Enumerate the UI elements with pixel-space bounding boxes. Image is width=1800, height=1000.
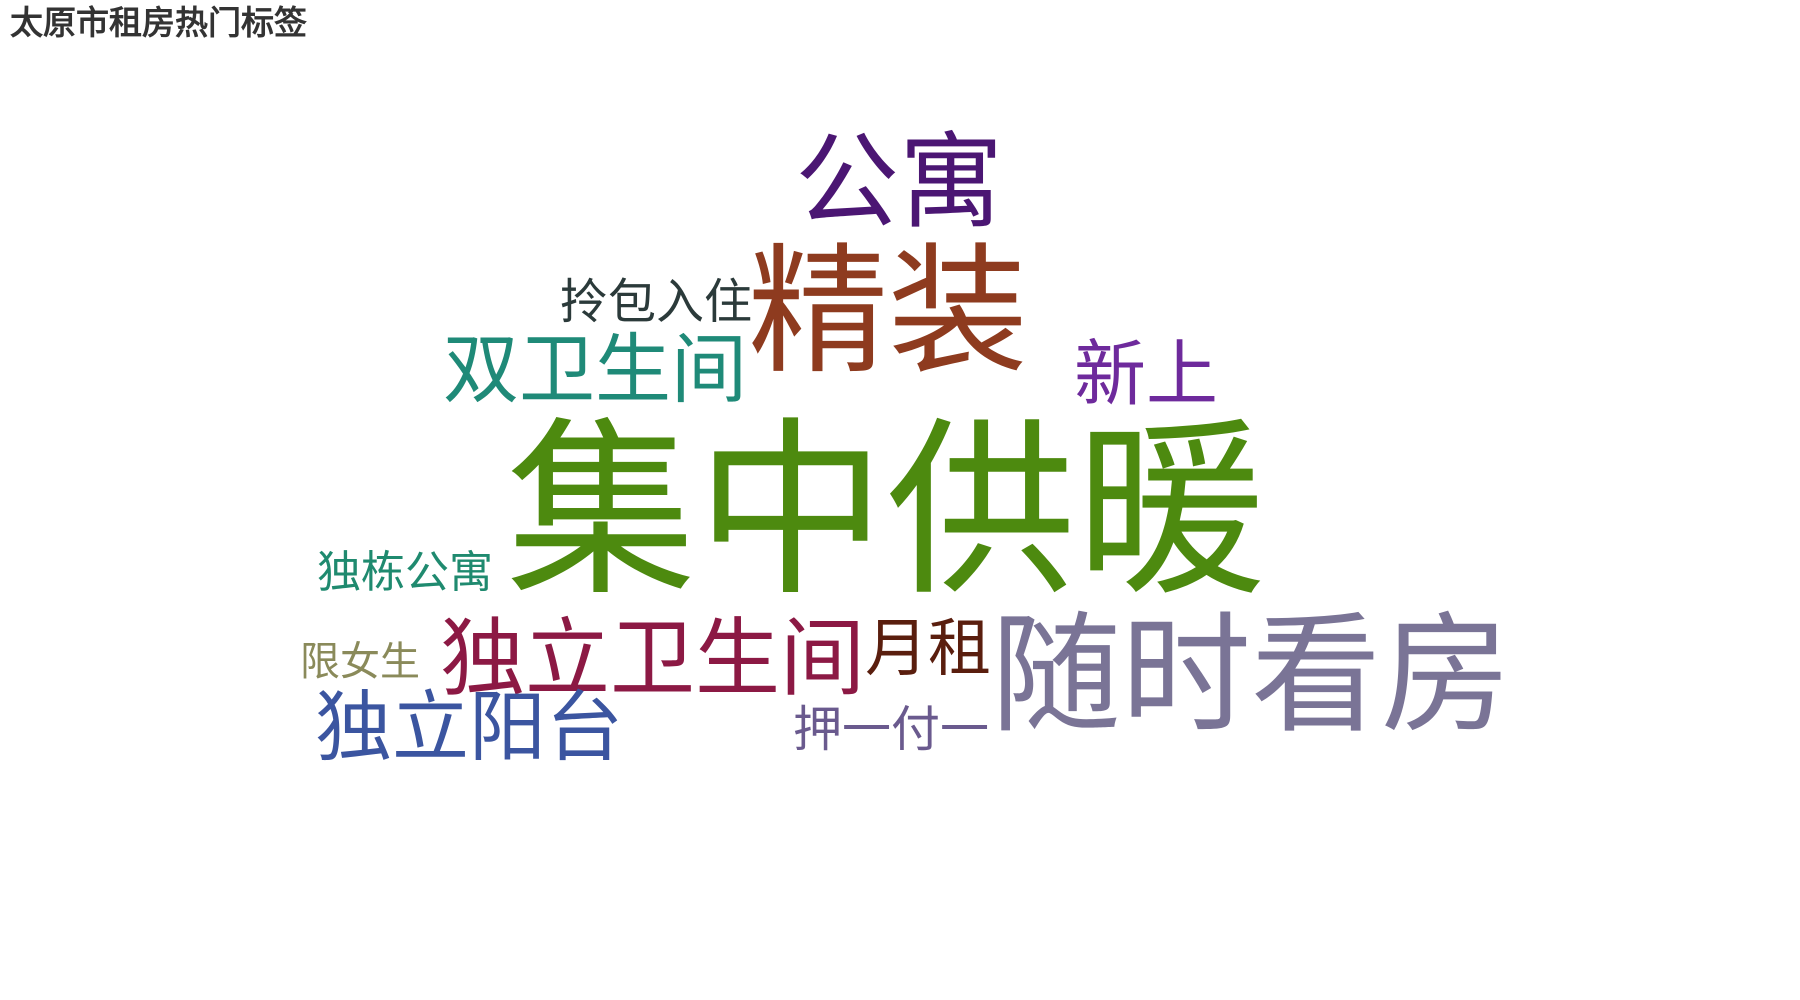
tag-word: 公寓: [795, 121, 1004, 243]
tag-word: 随时看房: [991, 599, 1512, 751]
tag-word: 独立卫生间: [440, 610, 866, 709]
tag-word: 限女生: [300, 639, 420, 685]
tag-word: 押一付一: [793, 701, 990, 758]
tag-word: 月租: [865, 612, 991, 685]
tag-word: 集中供暖: [506, 401, 1267, 622]
tag-word: 独栋公寓: [317, 547, 493, 598]
tag-word: 精装: [748, 231, 1029, 394]
chart-title: 太原市租房热门标签: [10, 3, 307, 42]
tag-word: 拎包入住: [560, 274, 753, 330]
tag-word: 独立阳台: [315, 684, 623, 773]
tag-word: 双卫生间: [443, 325, 747, 414]
tag-word: 新上: [1074, 332, 1219, 416]
